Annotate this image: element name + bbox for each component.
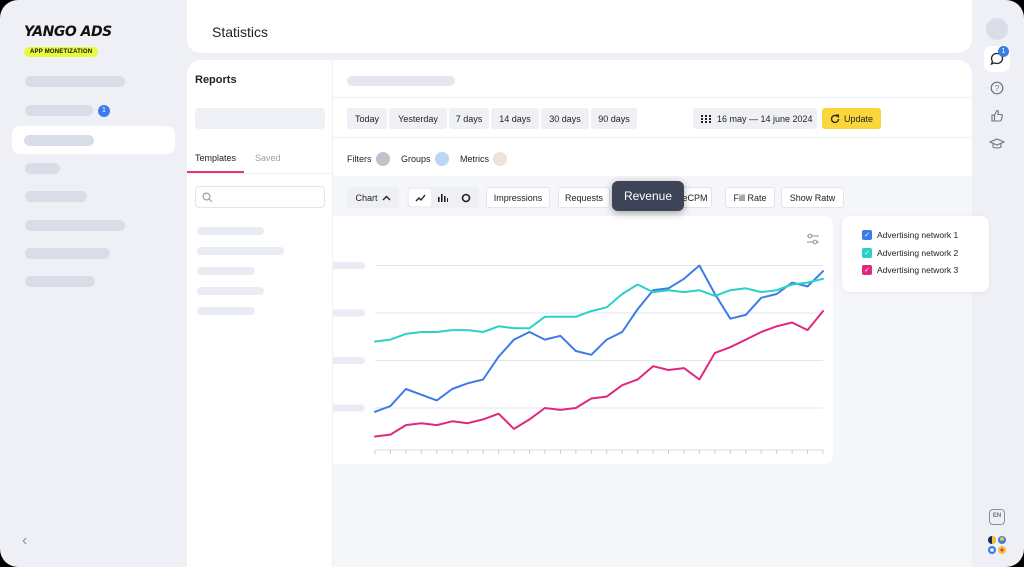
date-range-picker[interactable]: 16 may — 14 june 2024 — [693, 108, 817, 129]
legend-item-network-3[interactable]: ✓ Advertising network 3 — [862, 265, 958, 275]
series-line-network-1 — [374, 264, 824, 413]
sidebar-item-placeholder[interactable] — [25, 191, 87, 202]
thumbs-up-icon[interactable] — [984, 103, 1010, 129]
groups-indicator — [434, 152, 449, 166]
sidebar-notification-badge: 1 — [98, 105, 110, 117]
revenue-tooltip: Revenue — [612, 181, 684, 211]
sidebar-item-placeholder[interactable] — [25, 105, 93, 116]
filter-label: Groups — [401, 154, 431, 164]
search-icon — [202, 192, 213, 203]
update-label: Update — [843, 113, 874, 124]
report-name-placeholder[interactable] — [195, 108, 325, 129]
chevron-up-icon — [382, 195, 390, 200]
y-tick-label-placeholder — [321, 357, 365, 364]
period-toolbar — [333, 98, 972, 138]
refresh-icon — [830, 114, 840, 123]
filter-filters[interactable]: Filters — [347, 152, 390, 166]
sidebar-item-placeholder[interactable] — [25, 276, 95, 287]
report-title-strip — [333, 60, 972, 98]
calendar-icon — [701, 114, 711, 123]
chat-badge: 1 — [998, 46, 1009, 57]
checkbox-checked-icon: ✓ — [862, 265, 872, 275]
template-placeholder[interactable] — [197, 267, 255, 275]
template-placeholder[interactable] — [197, 307, 255, 315]
sidebar-item-placeholder[interactable] — [25, 76, 125, 87]
filter-label: Metrics — [460, 154, 489, 164]
metric-fill-rate[interactable]: Fill Rate — [725, 187, 775, 208]
sidebar: YANGO ADS APP MONETIZATION 1 ‹ — [0, 0, 186, 567]
period-7-days[interactable]: 7 days — [449, 108, 489, 129]
page-title: Statistics — [212, 24, 269, 40]
logo[interactable]: YANGO ADS APP MONETIZATION — [24, 24, 112, 58]
sidebar-item-active[interactable] — [12, 126, 175, 154]
y-tick-label-placeholder — [321, 404, 365, 412]
logo-tagline: APP MONETIZATION — [24, 47, 99, 57]
template-placeholder[interactable] — [197, 287, 264, 295]
period-today[interactable]: Today — [347, 108, 387, 129]
series-line-network-3 — [374, 310, 824, 438]
pie-chart-icon[interactable] — [455, 189, 477, 206]
period-30-days[interactable]: 30 days — [541, 108, 589, 129]
filter-groups[interactable]: Groups — [401, 152, 449, 166]
period-90-days[interactable]: 90 days — [591, 108, 637, 129]
reports-tabs: Templates Saved — [187, 152, 333, 174]
bar-chart-icon[interactable] — [432, 189, 454, 206]
metric-show-rate[interactable]: Show Ratw — [781, 187, 844, 208]
chart-settings-icon[interactable] — [807, 233, 819, 245]
chart-legend: ✓ Advertising network 1 ✓ Advertising ne… — [842, 216, 989, 292]
legend-label: Advertising network 1 — [877, 230, 959, 240]
sidebar-item-placeholder[interactable] — [25, 220, 125, 231]
filters-indicator — [375, 152, 390, 166]
services-icon[interactable] — [986, 534, 1008, 556]
metrics-indicator — [493, 152, 507, 166]
svg-text:?: ? — [995, 84, 1000, 93]
y-tick-label-placeholder — [321, 262, 365, 269]
line-chart — [321, 233, 824, 454]
reports-title: Reports — [195, 74, 237, 86]
chart-card — [321, 216, 833, 464]
legend-label: Advertising network 2 — [877, 248, 959, 258]
template-placeholder[interactable] — [197, 247, 284, 255]
chart-view-toggle — [407, 187, 479, 208]
tab-saved[interactable]: Saved — [255, 153, 281, 163]
legend-item-network-1[interactable]: ✓ Advertising network 1 — [862, 230, 958, 240]
update-button[interactable]: Update — [822, 108, 881, 129]
line-chart-icon[interactable] — [409, 189, 431, 206]
collapse-sidebar-icon[interactable]: ‹ — [22, 532, 28, 549]
legend-item-network-2[interactable]: ✓ Advertising network 2 — [862, 248, 958, 258]
main-panel: Reports Templates Saved Today Yesterday … — [187, 60, 972, 567]
right-rail: 1 ? EN — [972, 0, 1024, 567]
checkbox-checked-icon: ✓ — [862, 230, 872, 240]
template-placeholder[interactable] — [197, 227, 264, 235]
period-yesterday[interactable]: Yesterday — [389, 108, 447, 129]
graduation-cap-icon[interactable] — [984, 131, 1010, 157]
metric-impressions[interactable]: Impressions — [486, 187, 550, 208]
series-line-network-2 — [374, 277, 824, 343]
report-title-placeholder — [347, 76, 455, 86]
legend-label: Advertising network 3 — [877, 265, 959, 275]
checkbox-checked-icon: ✓ — [862, 248, 872, 258]
sidebar-item-placeholder[interactable] — [25, 248, 110, 259]
reports-panel: Reports Templates Saved — [187, 60, 333, 567]
logo-text: YANGO ADS — [24, 24, 112, 40]
search-input[interactable] — [195, 186, 325, 208]
language-switch[interactable]: EN — [989, 509, 1005, 525]
period-14-days[interactable]: 14 days — [491, 108, 539, 129]
avatar[interactable] — [986, 18, 1008, 40]
sidebar-item-placeholder — [24, 135, 94, 146]
help-icon[interactable]: ? — [984, 75, 1010, 101]
sidebar-item-placeholder[interactable] — [25, 163, 60, 174]
metric-requests[interactable]: Requests — [558, 187, 610, 208]
chart-label: Chart — [355, 192, 378, 203]
y-tick-label-placeholder — [321, 309, 365, 317]
date-range-label: 16 may — 14 june 2024 — [717, 113, 813, 124]
filter-metrics[interactable]: Metrics — [460, 152, 507, 166]
chart-type-dropdown[interactable]: Chart — [347, 187, 399, 208]
filter-label: Filters — [347, 154, 372, 164]
tab-templates[interactable]: Templates — [187, 152, 245, 173]
page-header: Statistics — [187, 0, 972, 53]
